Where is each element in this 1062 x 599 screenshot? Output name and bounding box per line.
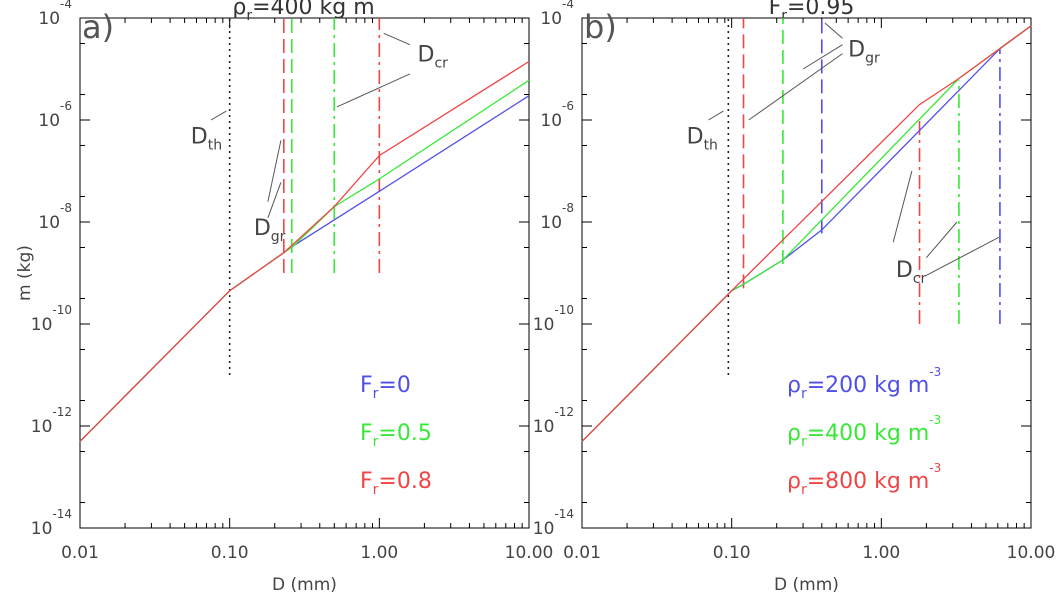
- x-tick-label: 0.10: [713, 543, 751, 563]
- chart-title: Fr=0.95: [769, 0, 855, 24]
- y-tick-label: 10-6: [38, 99, 72, 131]
- legend-entry-blue: Fr=0: [360, 373, 411, 402]
- y-tick-label: 10-8: [38, 201, 72, 233]
- chart-title: ρr=400 kg m-3: [232, 0, 386, 24]
- y-tick-label: 10-12: [533, 405, 574, 437]
- y-tick-label: 10-10: [533, 303, 574, 335]
- axes-frame: [581, 17, 1032, 529]
- series-line-red: [581, 25, 1032, 442]
- series-line-blue: [79, 95, 530, 442]
- annotation-leader: [926, 221, 958, 258]
- y-tick-label: 10-4: [540, 0, 574, 29]
- annotation-leader: [748, 53, 843, 121]
- annotation-label: Dth: [687, 124, 718, 153]
- annotation-leader: [708, 110, 724, 121]
- series-line-green: [79, 79, 530, 442]
- x-tick-label: 0.10: [211, 543, 249, 563]
- y-tick-label: 10-10: [31, 303, 72, 335]
- annotation-leader: [892, 170, 913, 243]
- annotation-label: Dgr: [254, 216, 286, 245]
- y-tick-label: 10-14: [533, 507, 574, 539]
- y-axis-label: m (kg): [15, 245, 35, 301]
- x-tick-label: 0.01: [563, 543, 601, 563]
- annotation-leader: [210, 110, 227, 121]
- panel-label: b): [584, 8, 617, 46]
- y-tick-label: 10-6: [540, 99, 574, 131]
- x-axis-label: D (mm): [774, 575, 839, 595]
- x-axis-label: D (mm): [272, 575, 337, 595]
- x-tick-label: 1.00: [360, 543, 398, 563]
- y-tick-label: 10-12: [31, 405, 72, 437]
- annotation-label: Dcr: [896, 258, 927, 287]
- annotation-leader: [267, 140, 282, 202]
- legend-entry-red: Fr=0.8: [360, 469, 432, 498]
- annotation-leader: [926, 236, 1000, 276]
- annotation-label: Dgr: [848, 38, 880, 67]
- y-tick-label: 10-14: [31, 507, 72, 539]
- annotation-label: Dth: [191, 124, 222, 153]
- y-tick-label: 10-4: [38, 0, 72, 29]
- x-tick-label: 0.01: [61, 543, 99, 563]
- legend-entry-red: ρr=800 kg m-3: [787, 461, 941, 498]
- legend-entry-blue: ρr=200 kg m-3: [787, 365, 941, 402]
- panel-label: a): [82, 8, 114, 46]
- legend-entry-green: ρr=400 kg m-3: [787, 413, 941, 450]
- legend-entry-green: Fr=0.5: [360, 421, 432, 450]
- panel-a: 0.01 0.10 1.00 10.00 10-14 10-12 10-10 10-8 10-6…: [15, 0, 553, 595]
- x-tick-label: 1.00: [862, 543, 900, 563]
- series-line-red: [79, 60, 530, 442]
- axes-frame: [79, 17, 530, 529]
- annotation-leader: [824, 22, 843, 39]
- y-tick-label: 10-8: [540, 201, 574, 233]
- annotation-leader: [383, 32, 411, 46]
- annotation-leader: [336, 73, 411, 108]
- panel-b: 0.01 0.10 1.00 10.00 10-14 10-12 10-10 10-8 10-6…: [533, 0, 1056, 595]
- x-tick-label: 10.00: [505, 543, 554, 563]
- annotation-leader: [267, 182, 282, 219]
- annotation-leader: [802, 44, 843, 70]
- x-tick-label: 10.00: [1007, 543, 1056, 563]
- annotation-label: Dcr: [418, 43, 449, 72]
